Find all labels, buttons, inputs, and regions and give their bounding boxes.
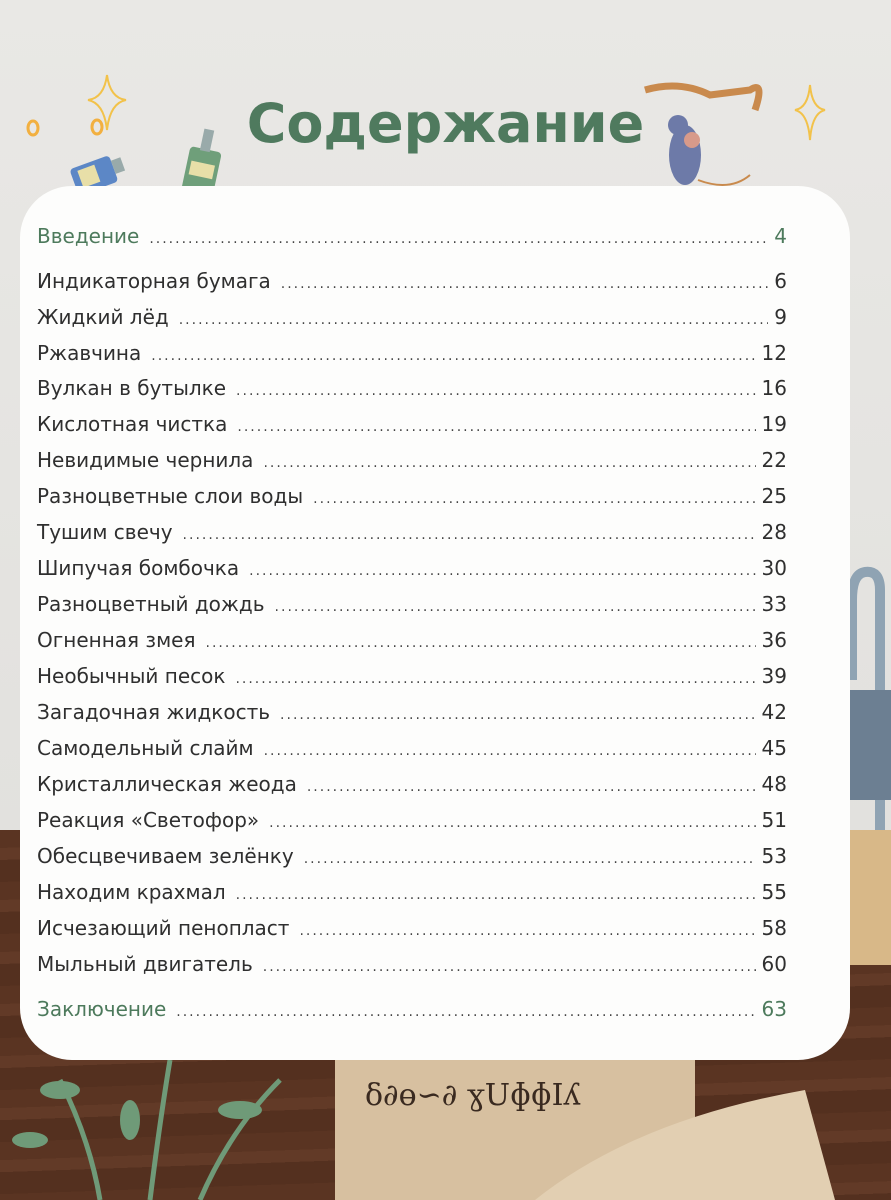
toc-entry-page: 9 [774, 305, 787, 329]
toc-entry-page: 55 [761, 880, 787, 904]
leader-dots [237, 419, 755, 435]
toc-entry-title: Мыльный двигатель [37, 952, 253, 976]
toc-entry-page: 30 [761, 556, 787, 580]
toc-entry-title: Кристаллическая жеода [37, 772, 297, 796]
toc-entry: Самодельный слайм 45 [37, 736, 787, 764]
toc-entry: Тушим свечу 28 [37, 520, 787, 548]
leader-dots [235, 671, 755, 687]
toc-entry-title: Разноцветный дождь [37, 592, 265, 616]
toc-entry-page: 39 [761, 664, 787, 688]
toc-entry-page: 19 [761, 412, 787, 436]
toc-entry-page: 45 [761, 736, 787, 760]
toc-entry-page: 42 [761, 700, 787, 724]
toc-entry-title: Самодельный слайм [37, 736, 254, 760]
leader-dots [236, 383, 756, 399]
toc-entry-title: Исчезающий пенопласт [37, 916, 290, 940]
leader-dots [206, 635, 756, 651]
toc-entry-title: Введение [37, 224, 140, 248]
bottles-illustration [70, 128, 222, 199]
toc-entry: Исчезающий пенопласт 58 [37, 916, 787, 944]
leader-dots [304, 851, 756, 867]
toc-entry: Необычный песок 39 [37, 664, 787, 692]
sparkle-icon [26, 74, 127, 137]
toc-entry-page: 16 [761, 376, 787, 400]
toc-entry: Мыльный двигатель 60 [37, 952, 787, 980]
toc-entry-title: Разноцветные слои воды [37, 484, 304, 508]
toc-entry-page: 6 [774, 269, 787, 293]
toc-entry: Кислотная чистка 19 [37, 412, 787, 440]
toc-entry-page: 53 [761, 844, 787, 868]
leader-dots [280, 707, 756, 723]
toc-entry: Ржавчина 12 [37, 341, 787, 369]
scroll-illustration: δ∂ɵ∽∂ ɣUɸɸIʎ [335, 1060, 835, 1200]
toc-entry-title: Огненная змея [37, 628, 196, 652]
leader-dots [179, 312, 769, 328]
toc-entry-page: 58 [761, 916, 787, 940]
leader-dots [281, 276, 768, 292]
leader-dots [263, 455, 755, 471]
toc-entry-page: 33 [761, 592, 787, 616]
leader-dots [151, 348, 755, 364]
toc-entry: Кристаллическая жеода 48 [37, 772, 787, 800]
leader-dots [264, 743, 756, 759]
svg-text:δ∂ɵ∽∂ ɣUɸɸIʎ: δ∂ɵ∽∂ ɣUɸɸIʎ [365, 1078, 580, 1113]
toc-entry-title: Тушим свечу [37, 520, 173, 544]
toc-entry-page: 60 [761, 952, 787, 976]
leader-dots [313, 491, 755, 507]
toc-entry-title: Необычный песок [37, 664, 226, 688]
toc-entry-title: Ржавчина [37, 341, 142, 365]
toc-entry: Шипучая бомбочка 30 [37, 556, 787, 584]
toc-entry: Разноцветный дождь 33 [37, 592, 787, 620]
toc-entry: Огненная змея 36 [37, 628, 787, 656]
leader-dots [263, 959, 756, 975]
toc-entry-title: Невидимые чернила [37, 448, 254, 472]
toc-entry-page: 28 [761, 520, 787, 544]
page-title: Содержание [246, 92, 645, 155]
toc-entry-title: Заключение [37, 997, 167, 1021]
toc-entry-page: 63 [761, 997, 787, 1021]
toc-entry-title: Шипучая бомбочка [37, 556, 240, 580]
toc-entry: Находим крахмал 55 [37, 880, 787, 908]
toc-entry: Заключение 63 [37, 997, 787, 1025]
toc-entry: Введение 4 [37, 224, 787, 252]
toc-entry-title: Загадочная жидкость [37, 700, 271, 724]
toc-entry: Реакция «Светофор» 51 [37, 808, 787, 836]
toc-entry-page: 51 [761, 808, 787, 832]
toc-entry-title: Находим крахмал [37, 880, 226, 904]
toc-entry-page: 36 [761, 628, 787, 652]
mouse-illustration [644, 82, 826, 186]
toc-entry: Обесцвечиваем зелёнку 53 [37, 844, 787, 872]
plant-illustration [12, 1060, 282, 1200]
toc-entry-page: 25 [761, 484, 787, 508]
toc-entry: Индикаторная бумага 6 [37, 269, 787, 297]
toc-entry-title: Вулкан в бутылке [37, 376, 227, 400]
leader-dots [307, 779, 756, 795]
leader-dots [183, 527, 756, 543]
leader-dots [249, 563, 755, 579]
toc-entry-page: 48 [761, 772, 787, 796]
toc-entry-title: Жидкий лёд [37, 305, 169, 329]
toc-entry: Загадочная жидкость 42 [37, 700, 787, 728]
toc-entry-title: Обесцвечиваем зелёнку [37, 844, 294, 868]
contents-card [20, 186, 850, 1060]
leader-dots [269, 815, 755, 831]
toc-entry: Вулкан в бутылке 16 [37, 376, 787, 404]
leader-dots [275, 599, 756, 615]
toc-entry-title: Кислотная чистка [37, 412, 228, 436]
leader-dots [149, 231, 768, 247]
toc-entry-title: Индикаторная бумага [37, 269, 271, 293]
leader-dots [236, 887, 756, 903]
toc-entry: Невидимые чернила 22 [37, 448, 787, 476]
leader-dots [176, 1004, 755, 1020]
toc-entry-page: 4 [774, 224, 787, 248]
toc-entry-page: 12 [761, 341, 787, 365]
toc-entry: Жидкий лёд 9 [37, 305, 787, 333]
leader-dots [299, 923, 755, 939]
toc-entry-page: 22 [761, 448, 787, 472]
toc-entry: Разноцветные слои воды 25 [37, 484, 787, 512]
paper-bag-illustration [848, 830, 891, 965]
toc-entry-title: Реакция «Светофор» [37, 808, 260, 832]
